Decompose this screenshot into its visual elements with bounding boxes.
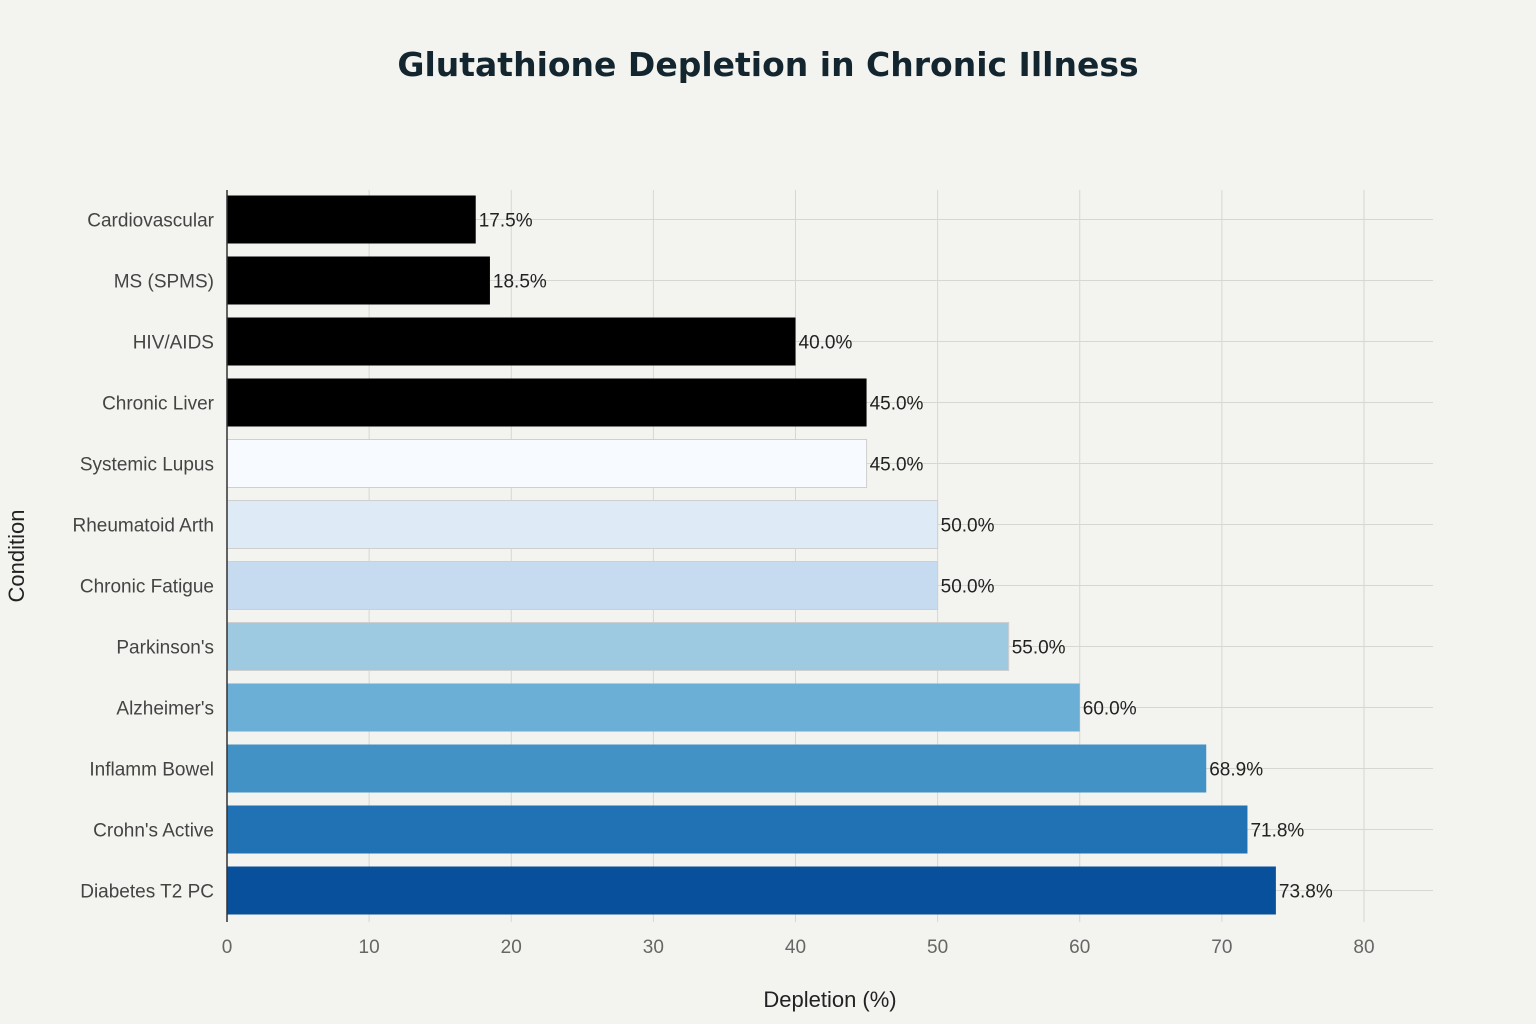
data-label: 40.0% — [799, 333, 853, 354]
category-label: Parkinson's — [116, 638, 214, 659]
data-label: 17.5% — [479, 211, 533, 232]
bar — [226, 439, 868, 488]
bar — [226, 622, 1010, 671]
category-label: Diabetes T2 PC — [80, 882, 214, 903]
category-label: MS (SPMS) — [114, 272, 214, 293]
data-label: 45.0% — [870, 394, 924, 415]
x-tick-label: 60 — [1069, 937, 1090, 958]
bar — [227, 256, 490, 305]
data-label: 73.8% — [1279, 882, 1333, 903]
data-labels: 17.5% 18.5% 40.0% 45.0% 45.0% 50.0% 50.0% 55.0%… — [479, 211, 1333, 903]
bar — [226, 500, 939, 549]
data-label: 60.0% — [1083, 699, 1137, 720]
bar — [227, 805, 1248, 854]
x-tick-label: 50 — [927, 937, 948, 958]
chart-title: Glutathione Depletion in Chronic Illness — [397, 45, 1138, 84]
data-label: 71.8% — [1250, 821, 1304, 842]
data-label: 55.0% — [1012, 638, 1066, 659]
category-label: Crohn's Active — [93, 821, 214, 842]
x-axis-title: Depletion (%) — [763, 987, 896, 1012]
data-label: 50.0% — [941, 577, 995, 598]
x-tick-label: 80 — [1353, 937, 1374, 958]
x-tick-label: 20 — [501, 937, 522, 958]
bar — [227, 378, 867, 427]
bars — [226, 195, 1276, 915]
category-labels: Cardiovascular MS (SPMS) HIV/AIDS Chronic L… — [72, 211, 214, 903]
data-label: 18.5% — [493, 272, 547, 293]
category-label: Inflamm Bowel — [89, 760, 214, 781]
data-label: 45.0% — [870, 455, 924, 476]
x-tick-labels: 0 10 20 30 40 50 60 70 80 — [222, 937, 1375, 958]
category-label: Systemic Lupus — [80, 455, 214, 476]
bar — [227, 744, 1207, 793]
bar — [227, 683, 1080, 732]
bar — [226, 561, 939, 610]
category-label: Alzheimer's — [116, 699, 214, 720]
bar — [227, 866, 1276, 915]
bar — [227, 317, 796, 366]
x-tick-label: 40 — [785, 937, 806, 958]
x-tick-label: 70 — [1211, 937, 1232, 958]
y-axis-title: Condition — [4, 510, 29, 603]
category-label: Chronic Fatigue — [80, 577, 214, 598]
category-label: Cardiovascular — [87, 211, 214, 232]
category-label: Chronic Liver — [102, 394, 215, 415]
x-tick-label: 10 — [359, 937, 380, 958]
x-tick-label: 0 — [222, 937, 233, 958]
x-tick-label: 30 — [643, 937, 664, 958]
category-label: Rheumatoid Arth — [72, 516, 214, 537]
data-label: 68.9% — [1209, 760, 1263, 781]
category-label: HIV/AIDS — [133, 333, 214, 354]
bar — [227, 195, 476, 244]
data-label: 50.0% — [941, 516, 995, 537]
